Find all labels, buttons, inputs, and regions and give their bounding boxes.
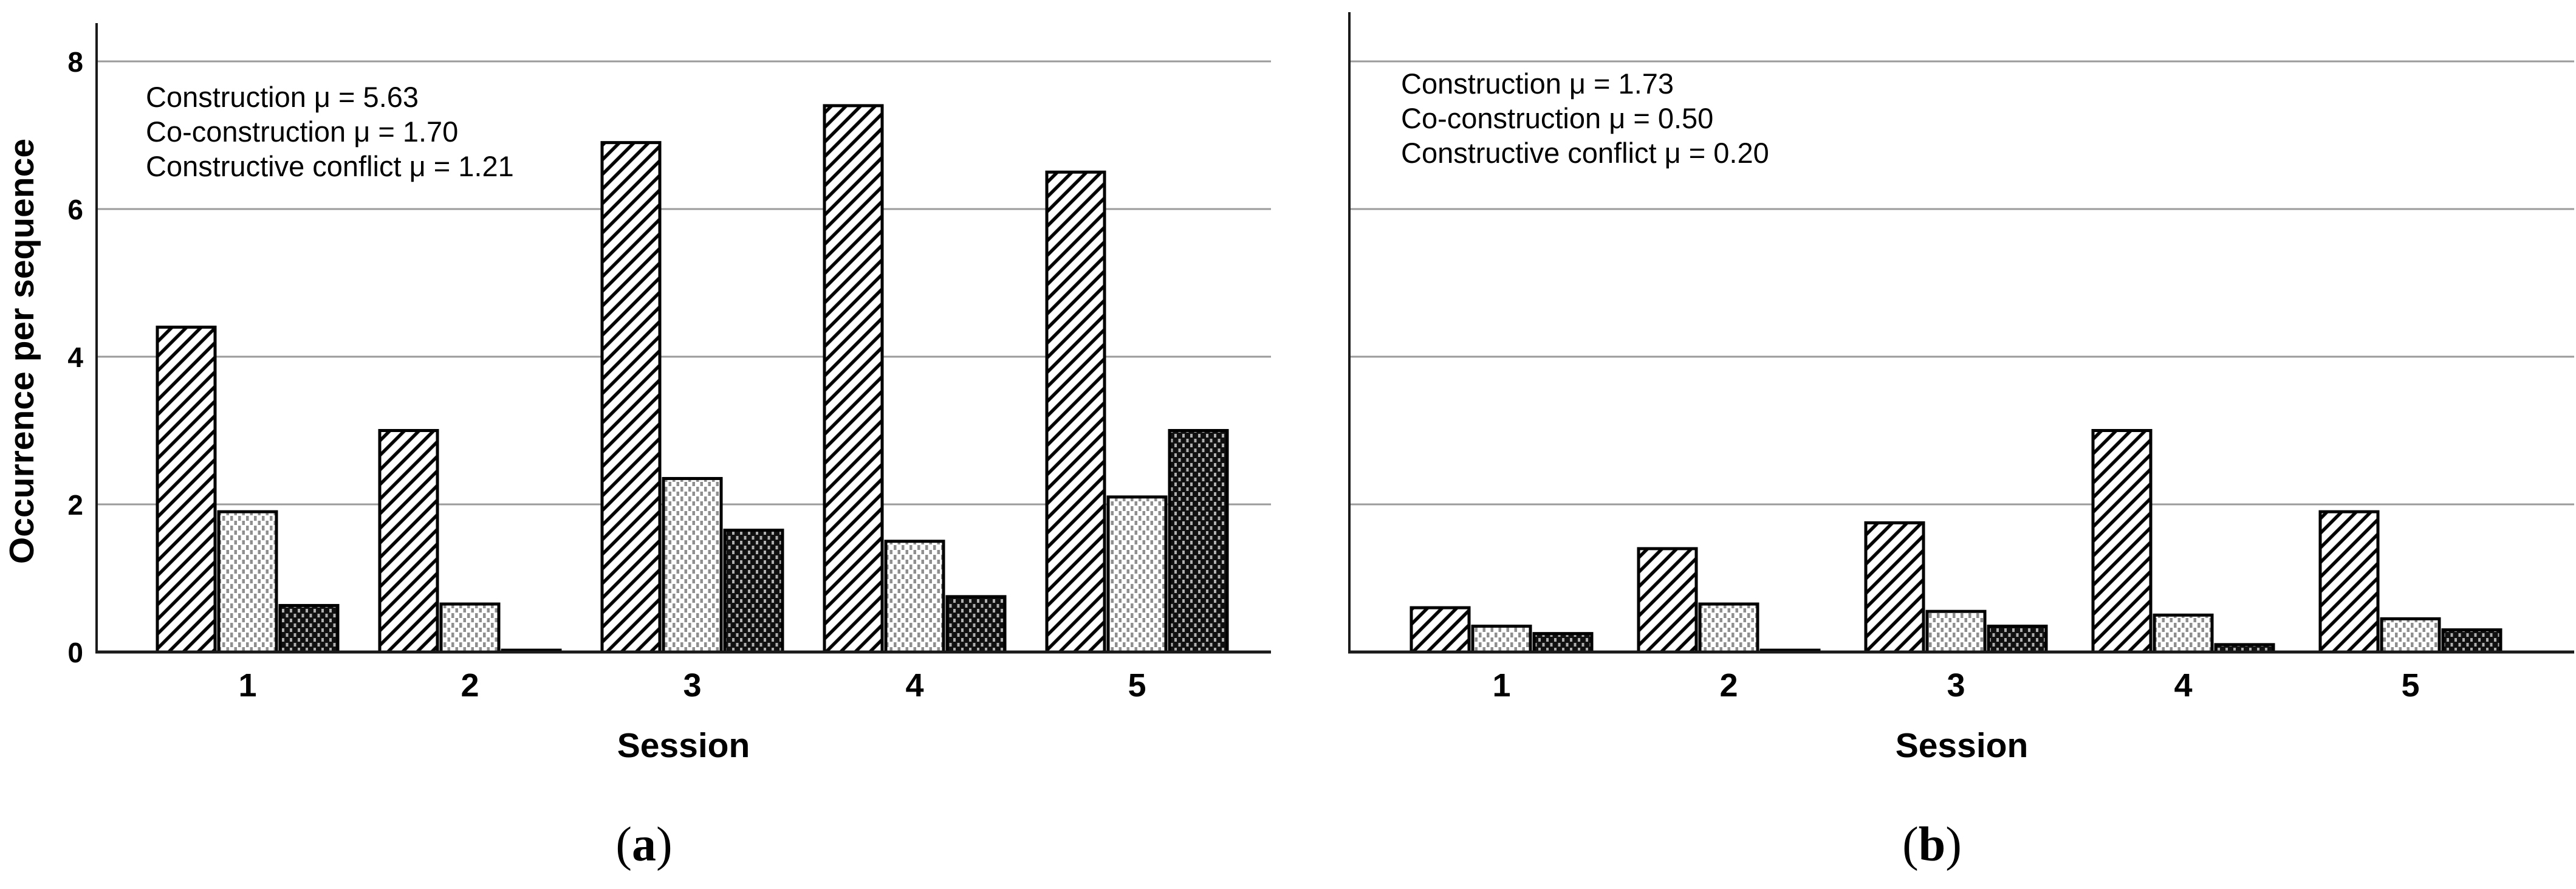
bar-co-construction-session-5 [1106,495,1168,654]
x-tick-label-session-2: 2 [1719,667,1738,704]
x-tick-label-session-3: 3 [1947,667,1965,704]
bar-construction-session-3 [1864,521,1925,654]
y-tick-label: 2 [67,489,83,521]
mean-annotation-line: Co-construction μ = 0.50 [1401,102,1713,134]
x-tick-label-session-1: 1 [1492,667,1510,704]
bar-constructive-conflict-session-1 [278,603,340,654]
bars-a [156,104,1229,654]
bar-co-construction-session-5 [2380,617,2441,654]
caption-close-paren: ) [1945,818,1962,871]
subfigure-caption-a: (a) [0,814,1288,881]
bar-co-construction-session-4 [884,540,945,654]
x-tick-label-session-4: 4 [905,667,923,704]
bar-constructive-conflict-session-5 [1168,429,1229,654]
bar-construction-session-2 [378,429,439,654]
bar-co-construction-session-2 [439,602,501,654]
y-tick-label: 0 [67,637,83,668]
x-tick-label-session-4: 4 [2174,667,2192,704]
caption-open-paren: ( [615,818,632,871]
bars-b [1410,429,2502,654]
bar-construction-session-3 [600,141,662,654]
y-axis-title: Occurrence per sequence [2,139,41,564]
bar-construction-session-5 [2318,510,2380,654]
y-tick-label: 8 [67,46,83,78]
x-axis-title-b: Session [1896,726,2029,765]
x-tick-label-session-1: 1 [238,667,256,704]
mean-annotation-line: Constructive conflict μ = 1.21 [146,150,514,182]
gridlines-b [1349,60,2574,506]
bar-co-construction-session-2 [1698,602,1759,654]
x-tick-labels-a: 1 2 3 4 5 [238,667,1146,704]
chart-panel-b: 1 2 3 4 5 Construction μ = 1.73 Co-construct… [1348,12,2574,765]
bar-co-construction-session-3 [662,476,723,654]
x-axis-title-a: Session [617,726,750,765]
bar-construction-session-1 [1410,606,1471,654]
bar-constructive-conflict-session-3 [1987,624,2048,654]
caption-letter: a [632,818,656,871]
caption-close-paren: ) [656,818,673,871]
bar-constructive-conflict-session-4 [945,595,1007,654]
bar-co-construction-session-4 [2153,613,2214,654]
bar-constructive-conflict-session-5 [2441,628,2502,654]
bar-construction-session-2 [1637,547,1698,654]
bar-construction-session-5 [1045,170,1106,654]
bar-co-construction-session-1 [1471,624,1532,654]
x-tick-label-session-3: 3 [683,667,701,704]
caption-letter: b [1918,818,1946,871]
bar-construction-session-4 [823,104,884,654]
axes-b [1348,12,2574,654]
bar-co-construction-session-3 [1925,609,1987,654]
y-tick-label: 6 [67,194,83,225]
bar-constructive-conflict-session-1 [1532,632,1594,654]
mean-annotation-line: Constructive conflict μ = 0.20 [1401,137,1769,169]
mean-annotation-line: Co-construction μ = 1.70 [146,115,458,148]
caption-open-paren: ( [1902,818,1919,871]
y-tick-labels-a: 0 2 4 6 8 [67,46,83,668]
mean-annotation-line: Construction μ = 5.63 [146,81,419,113]
bar-construction-session-1 [156,325,217,654]
bar-co-construction-session-1 [217,510,278,654]
bar-constructive-conflict-session-3 [723,529,784,654]
subfigure-caption-b: (b) [1288,814,2576,881]
y-tick-label: 4 [67,342,83,373]
axes-a [95,23,1271,654]
x-tick-label-session-5: 5 [2401,667,2419,704]
bar-construction-session-4 [2091,429,2153,654]
mean-annotation-line: Construction μ = 1.73 [1401,67,1674,100]
x-tick-label-session-2: 2 [461,667,479,704]
x-tick-label-session-5: 5 [1128,667,1146,704]
chart-panel-a: 0 2 4 6 8 1 2 3 4 5 Construction μ = 5.63 Co-con… [2,23,1271,765]
x-tick-labels-b: 1 2 3 4 5 [1492,667,2419,704]
